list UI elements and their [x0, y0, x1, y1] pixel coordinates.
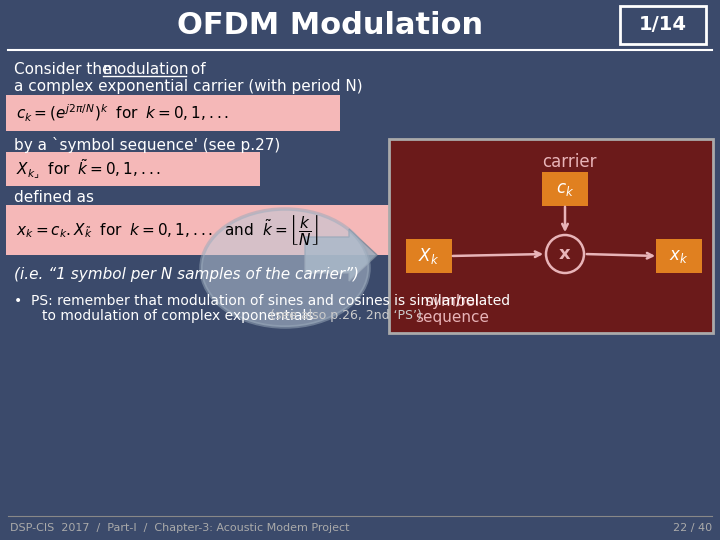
Text: $c_k$: $c_k$: [556, 180, 574, 198]
FancyBboxPatch shape: [406, 239, 452, 273]
Text: (i.e. “1 symbol per N samples of the carrier”): (i.e. “1 symbol per N samples of the car…: [14, 267, 359, 282]
Text: carrier: carrier: [541, 153, 596, 171]
FancyBboxPatch shape: [620, 6, 706, 44]
Text: to modulation of complex exponentials: to modulation of complex exponentials: [42, 309, 313, 323]
Text: •  PS: remember that modulation of sines and cosines is similar/related: • PS: remember that modulation of sines …: [14, 293, 510, 307]
FancyBboxPatch shape: [6, 205, 520, 255]
Text: Consider the: Consider the: [14, 62, 117, 77]
Text: x: x: [559, 245, 571, 263]
Text: sequence: sequence: [415, 310, 489, 325]
FancyArrow shape: [305, 229, 377, 281]
Text: OFDM Modulation: OFDM Modulation: [177, 11, 483, 40]
Text: DSP-CIS  2017  /  Part-I  /  Chapter-3: Acoustic Modem Project: DSP-CIS 2017 / Part-I / Chapter-3: Acous…: [10, 523, 349, 533]
Text: a complex exponential carrier (with period N): a complex exponential carrier (with peri…: [14, 79, 363, 94]
Text: 1/14: 1/14: [639, 16, 687, 35]
Text: $X_{k\lrcorner}\;$ for $\;\tilde{k}=0,1,...$: $X_{k\lrcorner}\;$ for $\;\tilde{k}=0,1,…: [16, 158, 161, 180]
FancyBboxPatch shape: [6, 95, 340, 131]
Ellipse shape: [201, 209, 369, 327]
Text: $x_k = c_k . X_{\tilde{k}}\;$ for $\;k=0,1,...\;$ and $\;\tilde{k}=\left\lfloor\: $x_k = c_k . X_{\tilde{k}}\;$ for $\;k=0…: [16, 213, 319, 247]
Text: defined as: defined as: [14, 190, 94, 205]
Text: symbol: symbol: [424, 294, 480, 309]
Text: 22 / 40: 22 / 40: [673, 523, 712, 533]
FancyBboxPatch shape: [542, 172, 588, 206]
FancyBboxPatch shape: [389, 139, 713, 333]
Text: $X_k$: $X_k$: [418, 246, 440, 266]
Text: of: of: [186, 62, 206, 77]
Text: $x_k$: $x_k$: [670, 247, 689, 265]
FancyBboxPatch shape: [656, 239, 702, 273]
Text: $c_k = (e^{j2\pi/N})^k\;$ for $\;k=0,1,...$: $c_k = (e^{j2\pi/N})^k\;$ for $\;k=0,1,.…: [16, 103, 229, 124]
Text: by a `symbol sequence' (see p.27): by a `symbol sequence' (see p.27): [14, 137, 280, 153]
Text: (see also p.26, 2nd ‘PS’): (see also p.26, 2nd ‘PS’): [270, 309, 422, 322]
FancyBboxPatch shape: [6, 152, 260, 186]
Text: modulation: modulation: [103, 62, 189, 77]
